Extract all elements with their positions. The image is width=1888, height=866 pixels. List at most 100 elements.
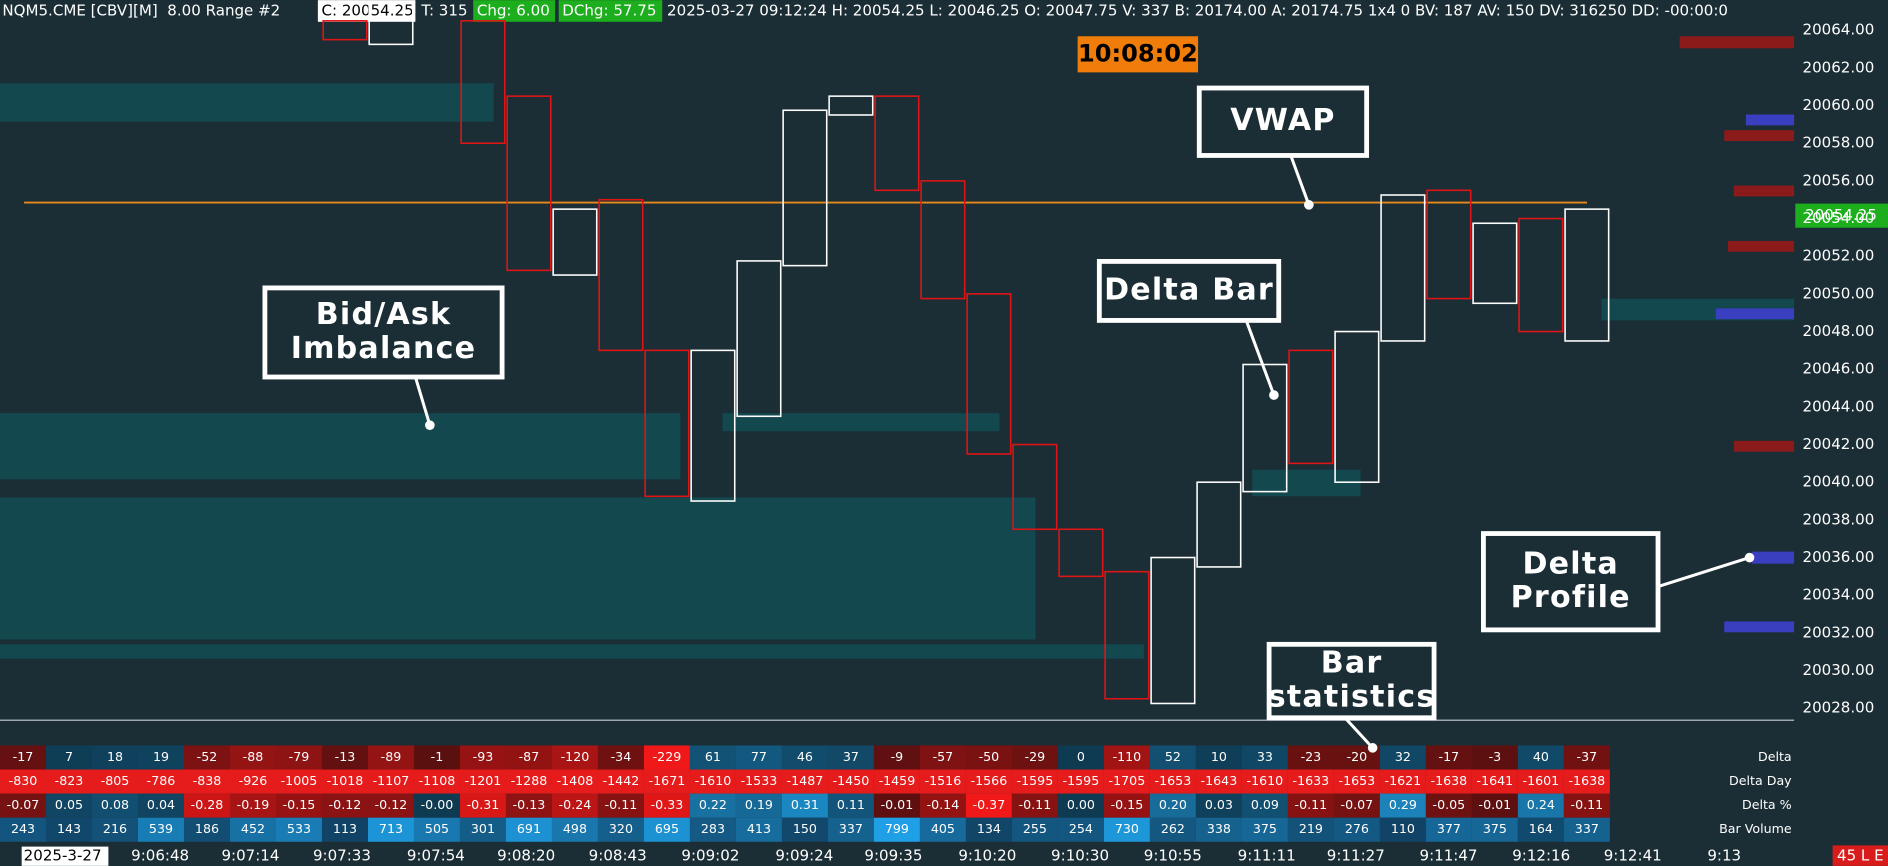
stat-cell xyxy=(689,745,736,770)
profile-bar xyxy=(1733,440,1795,452)
candle-body xyxy=(828,95,874,116)
stat-value: 505 xyxy=(425,821,449,836)
stat-cell xyxy=(1195,769,1242,794)
candle-body xyxy=(690,349,736,502)
candle-body xyxy=(1150,556,1196,705)
time-label: 9:07:33 xyxy=(313,847,371,865)
stat-value: 134 xyxy=(977,821,1001,836)
stat-cell xyxy=(183,745,230,770)
stat-cell xyxy=(1287,769,1334,794)
stat-value: 186 xyxy=(195,821,219,836)
callout-pointer xyxy=(1289,154,1311,206)
stat-cell xyxy=(827,769,874,794)
stat-cell xyxy=(1517,817,1564,842)
stat-cell xyxy=(1103,817,1150,842)
price-label: 20050.00 xyxy=(1803,284,1875,302)
stat-value: 52 xyxy=(1165,749,1181,764)
stat-cell xyxy=(505,769,552,794)
callout-text: Bid/Ask xyxy=(316,297,451,332)
stat-cell xyxy=(0,793,46,818)
stat-value: 375 xyxy=(1253,821,1277,836)
time-label: 9:12:16 xyxy=(1512,847,1570,865)
candle-body xyxy=(966,293,1012,455)
stat-cell xyxy=(0,745,46,770)
callout-text: statistics xyxy=(1268,679,1436,714)
stat-cell xyxy=(459,769,506,794)
stat-value: -79 xyxy=(289,749,310,764)
stat-cell xyxy=(1517,745,1564,770)
stat-cell xyxy=(643,769,690,794)
price-label: 20042.00 xyxy=(1803,435,1875,453)
stat-cell xyxy=(1011,817,1058,842)
stat-value: 77 xyxy=(751,749,767,764)
stat-value: -0.19 xyxy=(237,797,270,812)
stat-cell xyxy=(597,793,644,818)
close-box xyxy=(317,0,416,22)
stat-cell xyxy=(1195,793,1242,818)
time-label: 9:07:54 xyxy=(407,847,465,865)
profile-bar xyxy=(1733,185,1795,197)
stat-cell xyxy=(1379,769,1426,794)
stat-cell xyxy=(1471,769,1518,794)
stat-value: -1107 xyxy=(373,773,410,788)
time-label: 9:11:27 xyxy=(1327,847,1385,865)
stat-cell xyxy=(1287,817,1334,842)
stat-cell xyxy=(275,745,322,770)
stat-cell xyxy=(229,793,276,818)
stat-cell xyxy=(735,745,782,770)
current-price-box xyxy=(1795,203,1888,228)
stat-cell xyxy=(1103,769,1150,794)
time-label: 9:10:20 xyxy=(958,847,1016,865)
stat-value: -29 xyxy=(1025,749,1046,764)
stat-cell xyxy=(1195,817,1242,842)
stat-value: -823 xyxy=(55,773,84,788)
stat-cell xyxy=(965,817,1012,842)
candle-body xyxy=(920,180,966,300)
stat-cell xyxy=(735,769,782,794)
stat-label: Delta Day xyxy=(1729,773,1792,788)
stat-value: -229 xyxy=(653,749,682,764)
stat-cell xyxy=(367,745,414,770)
stat-cell xyxy=(275,769,322,794)
stat-value: -52 xyxy=(197,749,218,764)
callout-box xyxy=(262,285,505,380)
stat-value: 7 xyxy=(65,749,73,764)
stat-value: 255 xyxy=(1023,821,1047,836)
stat-value: -1516 xyxy=(925,773,962,788)
stat-value: -1671 xyxy=(649,773,686,788)
callout-box xyxy=(1266,641,1437,721)
stat-cell xyxy=(137,817,184,842)
stat-cell xyxy=(137,793,184,818)
stat-cell xyxy=(1011,745,1058,770)
stat-cell xyxy=(0,817,46,842)
stat-value: -1108 xyxy=(419,773,456,788)
stat-cell xyxy=(597,745,644,770)
stat-cell xyxy=(873,817,920,842)
stat-value: 375 xyxy=(1483,821,1507,836)
stat-cell xyxy=(45,745,92,770)
stat-value: 283 xyxy=(701,821,725,836)
stat-cell xyxy=(45,769,92,794)
stat-cell xyxy=(1471,817,1518,842)
stat-value: -1653 xyxy=(1155,773,1192,788)
stat-cell xyxy=(229,745,276,770)
stat-value: 337 xyxy=(1575,821,1599,836)
stat-cell xyxy=(551,745,598,770)
stat-value: -1005 xyxy=(281,773,318,788)
stat-value: 19 xyxy=(153,749,169,764)
stat-cell xyxy=(1517,793,1564,818)
stat-value: -9 xyxy=(891,749,904,764)
stat-value: -3 xyxy=(1489,749,1502,764)
header-bar xyxy=(0,0,1888,22)
candle-body xyxy=(460,20,506,145)
stat-cell xyxy=(1241,817,1288,842)
stat-cell xyxy=(1241,745,1288,770)
stat-label: Bar Volume xyxy=(1719,821,1792,836)
stat-cell xyxy=(1011,769,1058,794)
stat-cell xyxy=(137,769,184,794)
profile-bar xyxy=(1679,36,1795,49)
stat-cell xyxy=(1425,817,1472,842)
zone xyxy=(0,497,1036,640)
stat-value: 691 xyxy=(517,821,541,836)
